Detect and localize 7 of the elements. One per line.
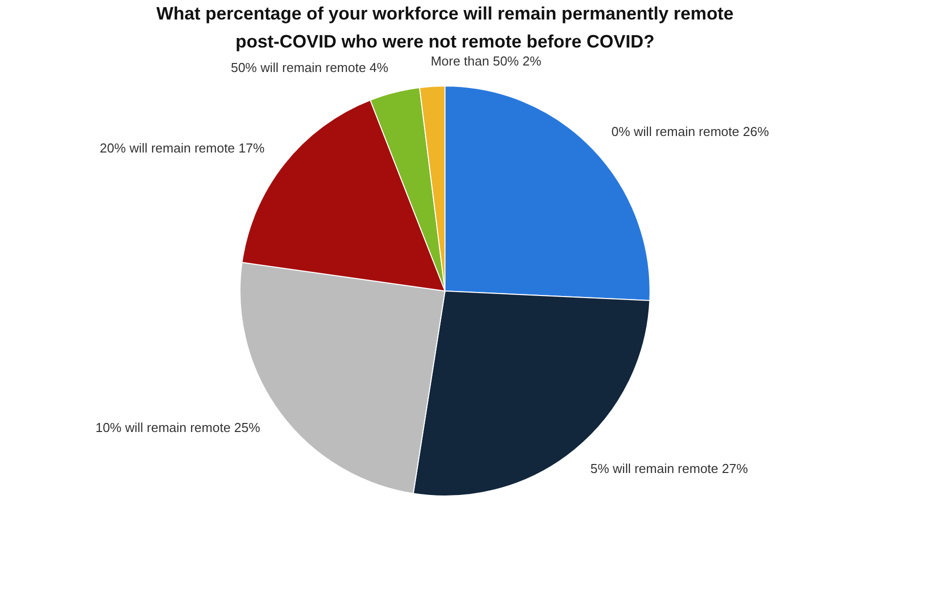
- slice-label: 10% will remain remote 25%: [95, 420, 261, 435]
- slice-label: 20% will remain remote 17%: [100, 140, 265, 156]
- slice-label: 0% will remain remote 26%: [611, 124, 770, 140]
- chart-title: What percentage of your workforce will remain permanently remote post-COVID who were not remote before COVID?: [156, 3, 734, 52]
- slice-label: 5% will remain remote 27%: [590, 461, 748, 476]
- slice-label: More than 50% 2%: [430, 53, 542, 68]
- slice-label: 50% will remain remote 4%: [230, 60, 389, 76]
